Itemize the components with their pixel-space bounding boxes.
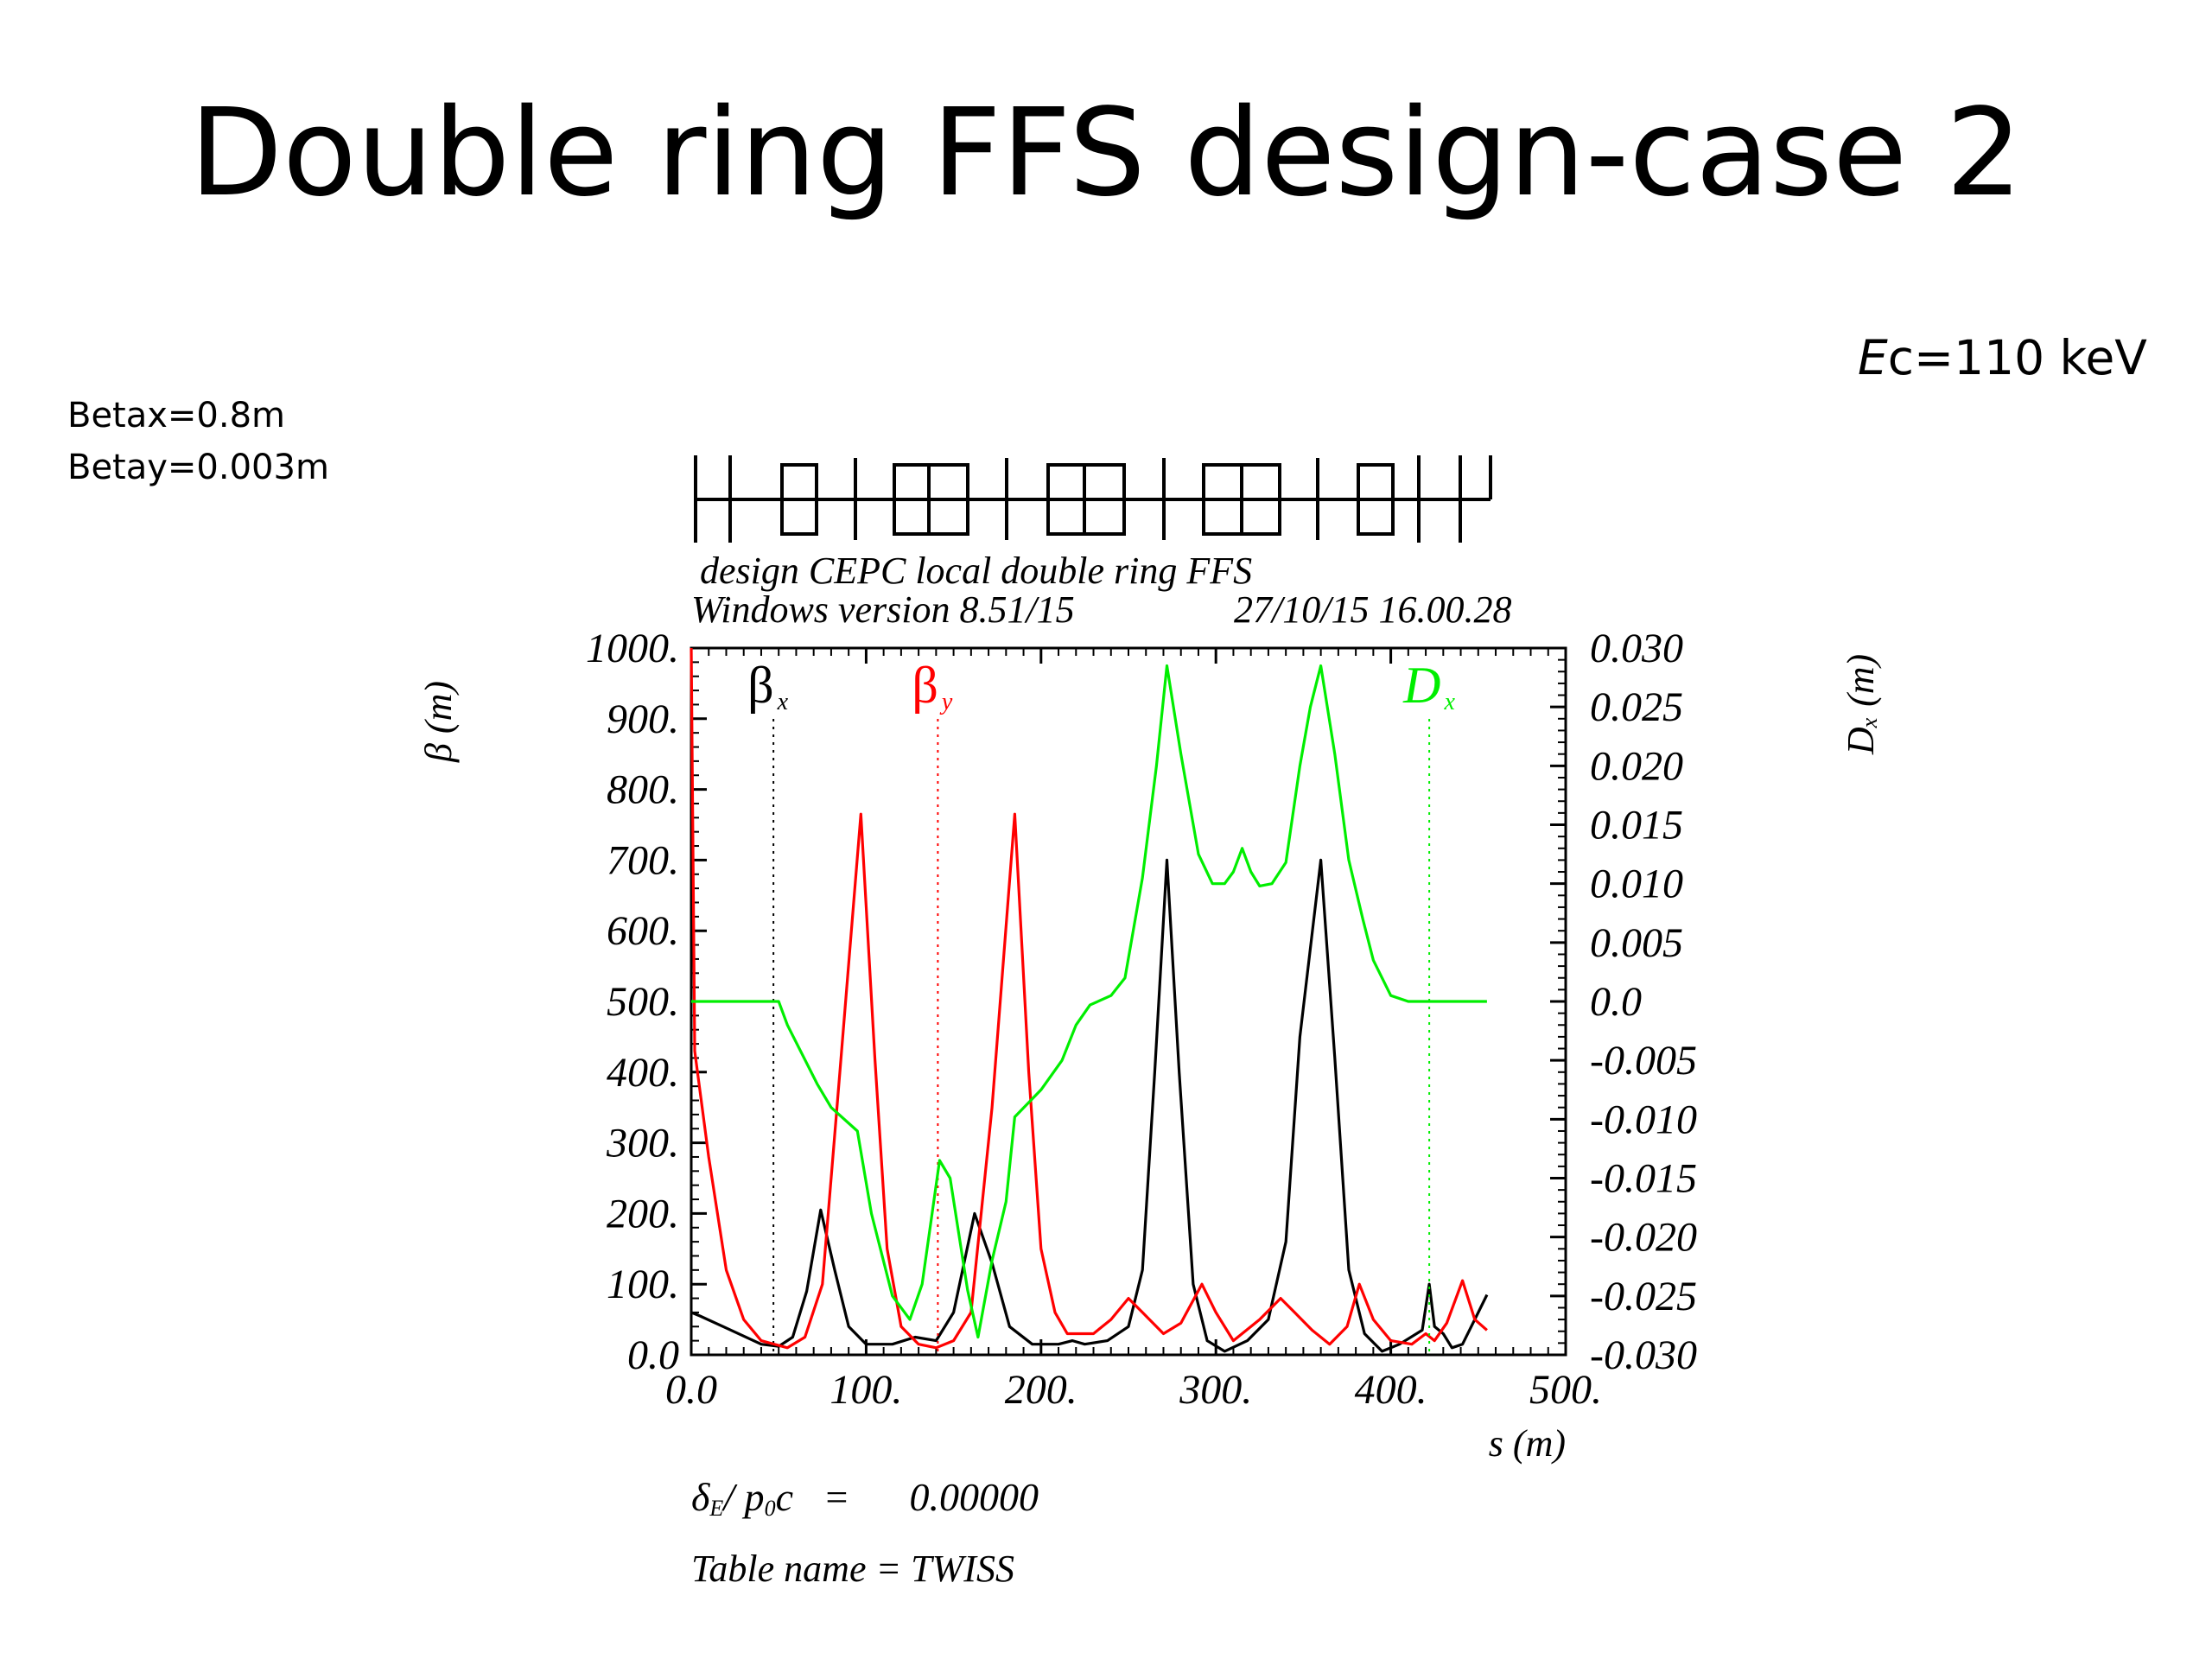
y-right-tick-label: -0.020 bbox=[1590, 1215, 1697, 1261]
y-right-tick-label: -0.030 bbox=[1590, 1332, 1697, 1378]
dx-legend-subscript: x bbox=[1443, 689, 1455, 715]
beta-x-series-line bbox=[690, 858, 1489, 1353]
x-tick-label: 500. bbox=[1529, 1367, 1602, 1413]
x-tick-label: 0.0 bbox=[665, 1367, 717, 1413]
y-right-tick-label: 0.015 bbox=[1590, 803, 1683, 849]
y-left-tick-label: 0.0 bbox=[627, 1332, 679, 1378]
plot-axes: 0.0 100. 200. 300. 400. 500. 600. 700. 800. 900. 1… bbox=[586, 626, 1697, 1413]
beta-x-note: Betax=0.8m bbox=[67, 396, 286, 435]
beta-x-legend-symbol: β bbox=[747, 657, 774, 714]
momentum-subscript: 0 bbox=[765, 1496, 776, 1521]
y-right-tick-label: -0.025 bbox=[1590, 1274, 1697, 1319]
chart-header-line1: design CEPC local double ring FFS bbox=[700, 550, 1252, 592]
page-title: Double ring FFS design-case 2 bbox=[189, 83, 2023, 224]
y-axis-label-left: β (m) bbox=[417, 681, 460, 763]
beta-x-legend-subscript: x bbox=[777, 689, 789, 715]
y-left-tick-label: 700. bbox=[607, 837, 679, 883]
delta-subscript: E bbox=[709, 1496, 723, 1521]
y-right-tick-label: 0.025 bbox=[1590, 684, 1683, 730]
beta-y-legend-symbol: β bbox=[912, 657, 938, 714]
momentum-value: c = 0.00000 bbox=[776, 1475, 1039, 1519]
y-right-tick-label: 0.005 bbox=[1590, 920, 1683, 966]
energy-label-italic: E bbox=[1858, 330, 1888, 385]
momentum-deviation: δE/ p0c = 0.00000 bbox=[691, 1475, 1039, 1521]
beta-y-legend-subscript: y bbox=[939, 689, 953, 715]
energy-note: Ec=110 keV bbox=[1858, 330, 2147, 385]
y-right-tick-label: 0.0 bbox=[1590, 979, 1642, 1025]
delta-symbol: δ bbox=[691, 1475, 710, 1519]
y-left-tick-label: 100. bbox=[607, 1262, 679, 1307]
x-tick-label: 200. bbox=[1005, 1367, 1077, 1413]
y-right-tick-label: -0.010 bbox=[1590, 1096, 1697, 1142]
momentum-over: / p bbox=[721, 1475, 764, 1519]
y-left-tick-label: 800. bbox=[607, 767, 679, 813]
lattice-strip bbox=[694, 455, 1492, 543]
y-right-tick-label: -0.015 bbox=[1590, 1156, 1697, 1202]
dx-legend-symbol: D bbox=[1402, 657, 1440, 714]
y-axis-label-right: Dₓ (m) bbox=[1840, 654, 1882, 755]
y-right-tick-label: 0.010 bbox=[1590, 861, 1683, 907]
x-tick-label: 300. bbox=[1179, 1367, 1252, 1413]
x-tick-label: 100. bbox=[830, 1367, 902, 1413]
x-axis-label: s (m) bbox=[1489, 1422, 1566, 1465]
y-left-tick-label: 900. bbox=[607, 696, 679, 742]
beta-y-series-line bbox=[690, 647, 1488, 1350]
y-left-tick-label: 200. bbox=[607, 1191, 679, 1236]
y-left-tick-label: 600. bbox=[607, 908, 679, 954]
y-right-tick-label: 0.030 bbox=[1590, 626, 1683, 671]
dx-series-line bbox=[691, 664, 1487, 1339]
y-right-tick-label: 0.020 bbox=[1590, 743, 1683, 789]
energy-label-rest: c=110 keV bbox=[1887, 330, 2147, 385]
y-left-tick-label: 300. bbox=[606, 1121, 679, 1166]
y-left-tick-label: 500. bbox=[607, 979, 679, 1025]
y-right-tick-label: -0.005 bbox=[1590, 1038, 1697, 1084]
chart-header-line2-right: 27/10/15 16.00.28 bbox=[1234, 588, 1511, 631]
y-left-tick-label: 400. bbox=[607, 1050, 679, 1096]
y-left-tick-label: 1000. bbox=[586, 626, 679, 671]
chart-header-line2-left: Windows version 8.51/15 bbox=[691, 588, 1075, 631]
beta-y-note: Betay=0.003m bbox=[67, 448, 329, 487]
table-name: Table name = TWISS bbox=[691, 1548, 1014, 1590]
x-tick-label: 400. bbox=[1355, 1367, 1427, 1413]
